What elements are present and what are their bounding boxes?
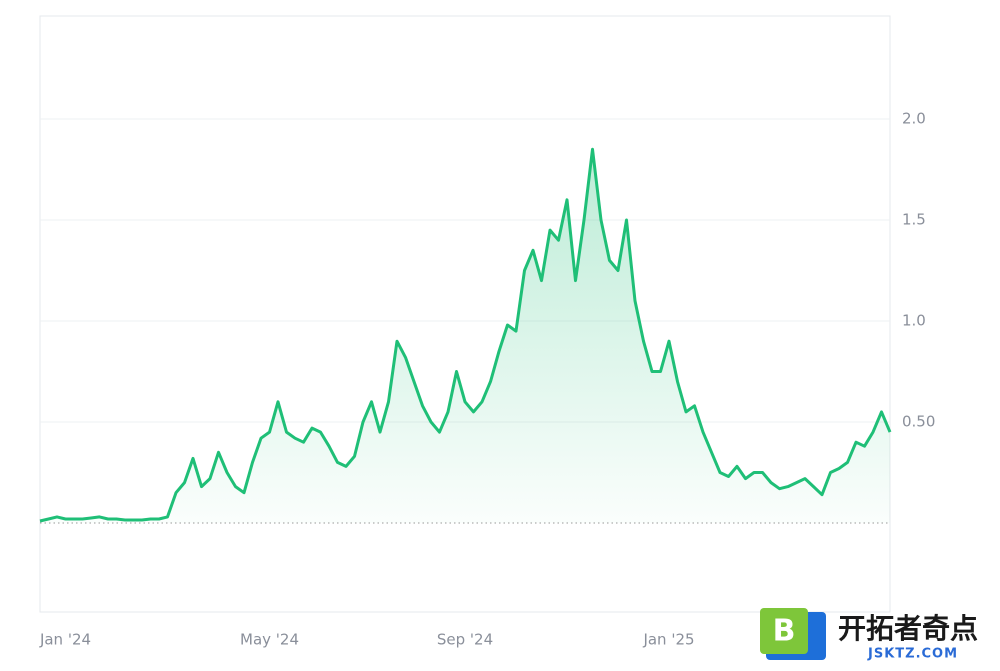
logo-front	[760, 608, 808, 654]
x-tick-label: Jan '25	[642, 631, 694, 649]
area	[40, 149, 890, 524]
watermark-title: 开拓者奇点	[838, 612, 978, 645]
y-tick-label: 1.5	[902, 211, 926, 229]
y-tick-label: 2.0	[902, 110, 926, 128]
plot-frame	[39, 15, 891, 613]
watermark-subtitle: JSKTZ.COM	[867, 647, 958, 662]
y-tick-label: 0.50	[902, 413, 935, 431]
watermark: B 开拓者奇点 JSKTZ.COM	[760, 608, 978, 662]
x-tick-label: May '24	[240, 631, 299, 649]
logo-text: B	[773, 614, 796, 649]
x-tick-label: Sep '24	[437, 631, 493, 649]
x-tick-label: Jan '24	[39, 631, 91, 649]
y-tick-label: 1.0	[902, 312, 926, 330]
price-line	[39, 147, 892, 523]
